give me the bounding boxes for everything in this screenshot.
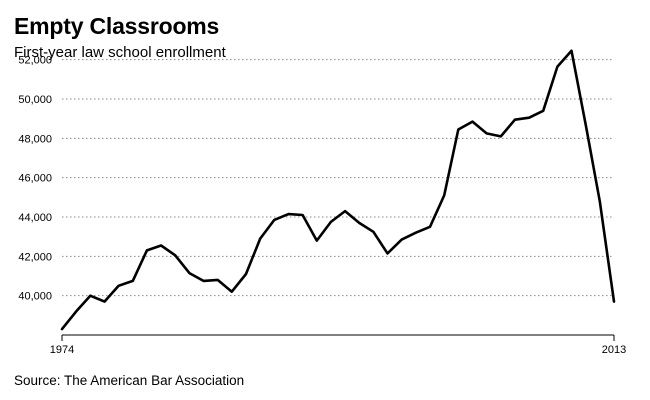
y-tick-label: 52,000 [18,55,52,67]
y-tick-label: 44,000 [18,212,52,224]
chart-subtitle: First-year law school enrollment [14,44,226,61]
y-tick-label: 46,000 [18,173,52,185]
x-tick-label: 2013 [602,344,626,356]
y-tick-label: 40,000 [18,291,52,303]
x-axis [61,334,615,341]
y-axis-tick-labels: 40,000 42,000 44,000 46,000 48,000 50,000 52,0… [18,55,52,303]
series-line-0 [60,49,616,331]
y-tick-label: 42,000 [18,251,52,263]
y-tick-label: 50,000 [18,94,52,106]
series-layer [60,49,616,331]
chart-source: Source: The American Bar Association [14,373,245,388]
grid-lines [62,59,614,297]
y-tick-label: 48,000 [18,133,52,145]
chart-title: Empty Classrooms [14,13,220,39]
x-axis-tick-labels: 1974 2013 [50,344,626,356]
x-tick-label: 1974 [50,344,74,356]
